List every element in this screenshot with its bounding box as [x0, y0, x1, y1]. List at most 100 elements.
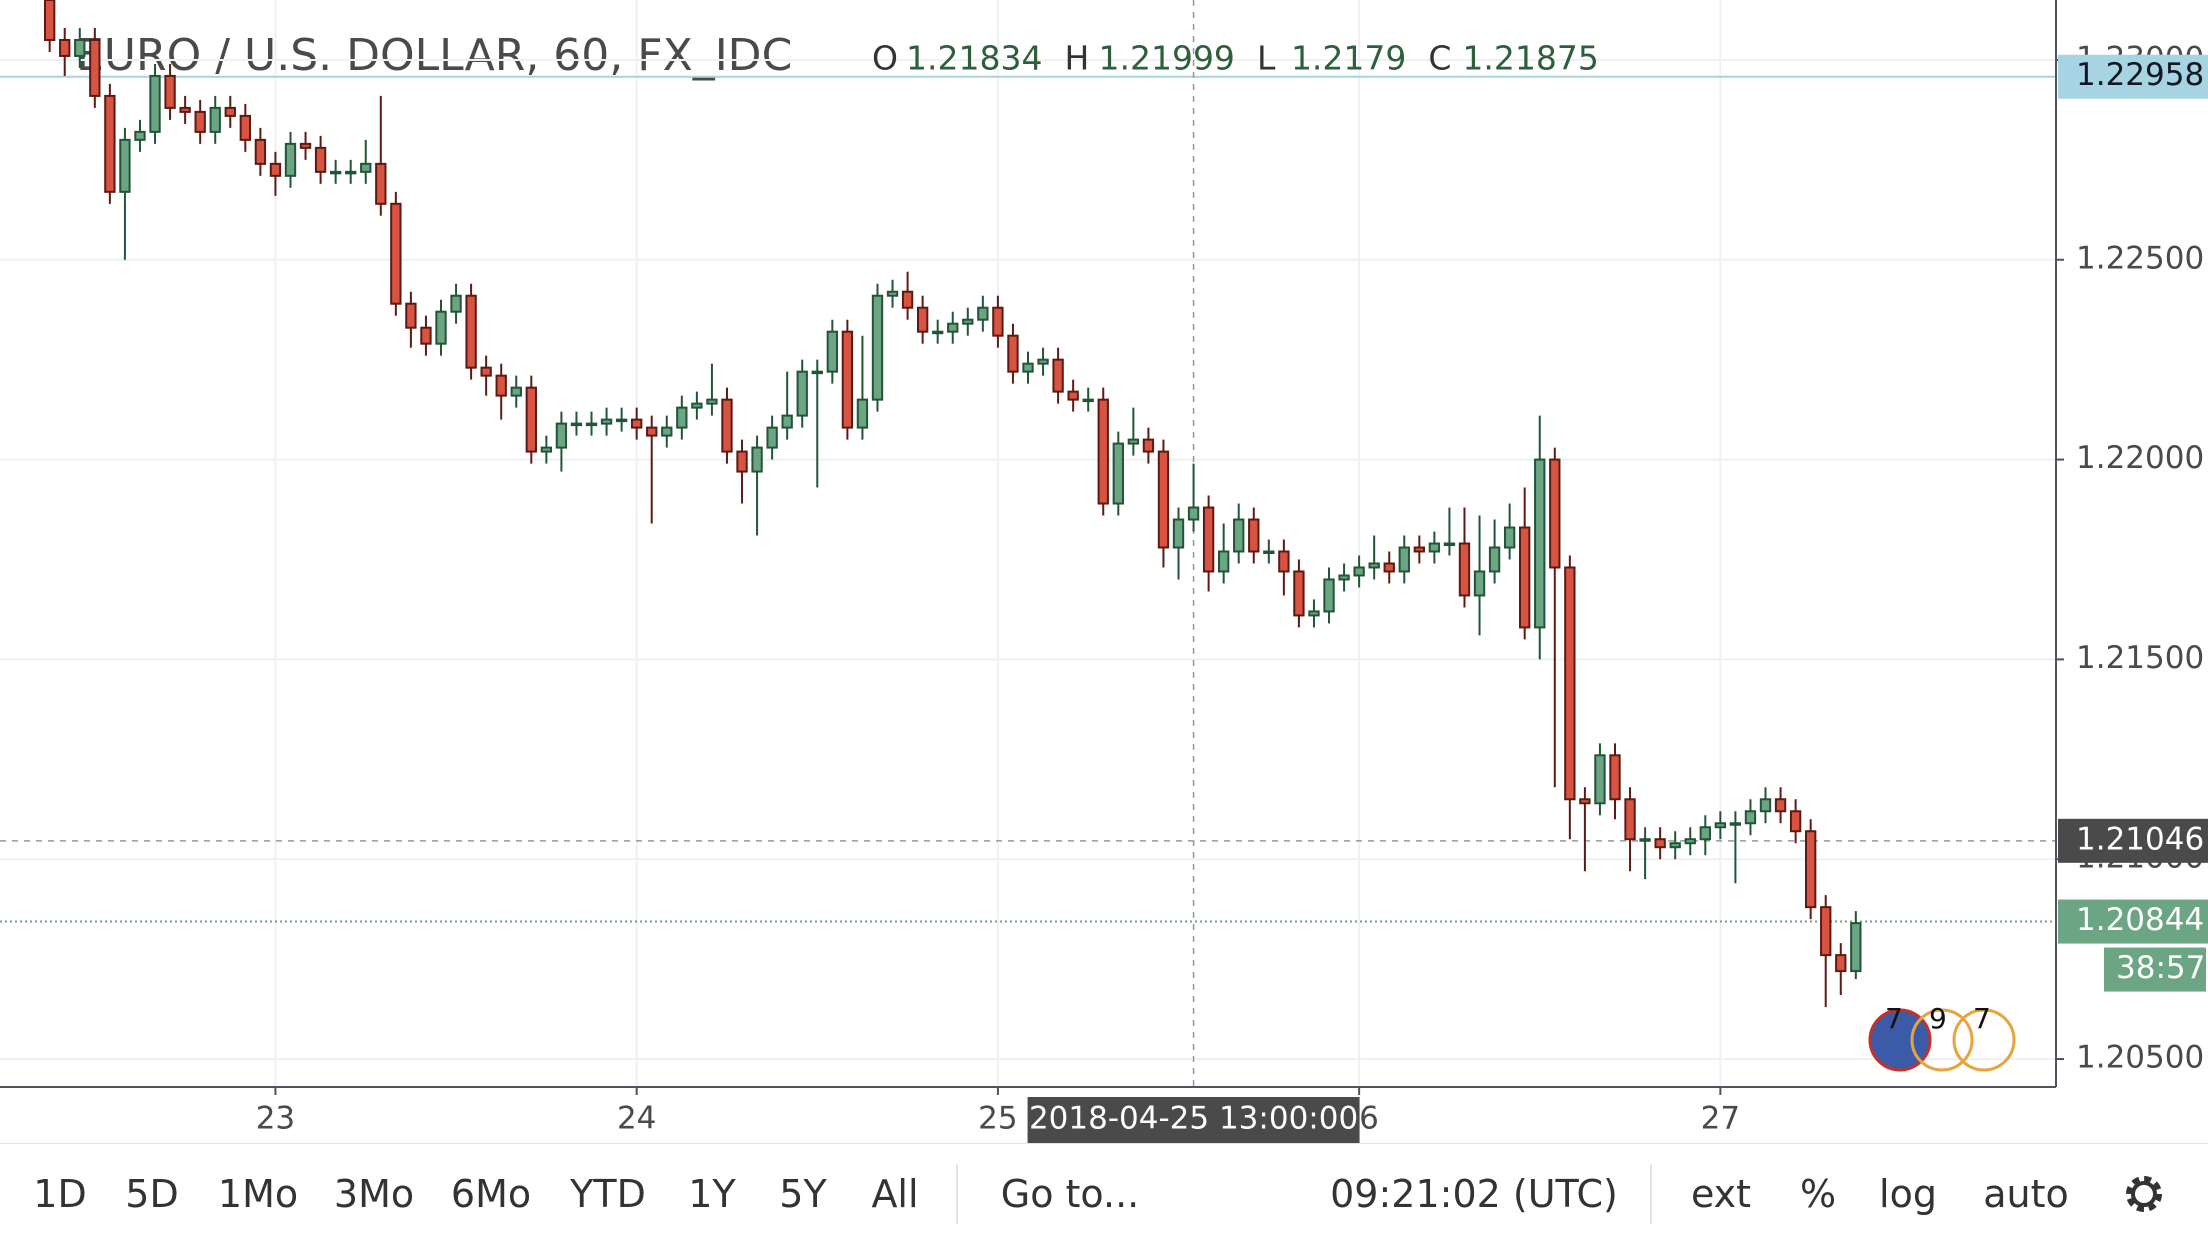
badge-digit: 7	[1973, 1002, 1991, 1035]
candle-body	[1639, 838, 1651, 842]
candle-body	[314, 146, 327, 173]
candle-body	[1172, 518, 1185, 549]
candle-body	[1052, 358, 1064, 393]
candle-body	[736, 450, 748, 473]
toolbar-button[interactable]: 1Mo	[217, 1172, 299, 1216]
candle-body	[1323, 578, 1335, 613]
candle-body	[420, 326, 432, 345]
candle-body	[1368, 562, 1380, 569]
candle-body	[209, 106, 221, 133]
candle-body	[1278, 550, 1290, 573]
candle-body	[1759, 798, 1772, 813]
toolbar-button[interactable]: 5D	[125, 1172, 179, 1216]
candle-body	[811, 370, 823, 375]
toolbar-button[interactable]: ext	[1690, 1172, 1752, 1216]
candle-body	[1503, 526, 1516, 549]
badge-digit: 7	[1885, 1002, 1903, 1035]
candle-body	[751, 446, 763, 473]
toolbar-button[interactable]: 1D	[33, 1172, 87, 1216]
ohlc-value: 1.21834	[906, 39, 1042, 78]
toolbar: Go to... 09:21:02 (UTC) 1D 5D 1Mo 3Mo 6Mo YTD…	[0, 1143, 2208, 1243]
y-tick-label: 1.21500	[2076, 640, 2204, 676]
ohlc-value: 1.21875	[1462, 39, 1598, 78]
ohlc-key: O	[872, 39, 898, 78]
candle-body	[766, 426, 778, 449]
candle-body	[89, 38, 101, 97]
toolbar-button[interactable]: 6Mo	[450, 1172, 532, 1216]
candle-body	[826, 330, 838, 373]
candle-body	[1473, 570, 1486, 597]
price-line-label-bg	[2058, 899, 2208, 944]
goto-button[interactable]: Go to...	[1000, 1172, 1140, 1216]
candle-body	[1669, 842, 1681, 849]
ohlc-key: H	[1064, 39, 1089, 78]
candle-body	[1067, 390, 1079, 401]
toolbar-button[interactable]: YTD	[570, 1172, 646, 1216]
candle-body	[1458, 542, 1471, 597]
candle-body	[977, 306, 989, 321]
candle-body	[841, 330, 854, 429]
candle-body	[555, 422, 568, 449]
settings-icon[interactable]	[2120, 1170, 2168, 1218]
badge-ring	[1952, 1008, 2016, 1072]
candle-body	[615, 418, 628, 423]
candle-body	[1654, 838, 1666, 849]
candle-body	[1804, 830, 1817, 909]
candle-body	[721, 398, 733, 453]
candle-body	[164, 74, 176, 109]
candle-body	[1127, 438, 1140, 445]
candle-body	[706, 398, 718, 405]
toolbar-button[interactable]: 5Y	[779, 1172, 827, 1216]
candle-body	[1850, 922, 1862, 973]
candle-body	[1112, 442, 1124, 505]
candle-body	[1534, 458, 1546, 629]
candle-body	[901, 290, 914, 309]
candle-body	[570, 422, 583, 427]
candle-body	[1202, 506, 1215, 573]
candle-body	[239, 114, 252, 141]
toolbar-button[interactable]: All	[871, 1172, 919, 1216]
candle-body	[59, 38, 71, 57]
candle-body	[1398, 546, 1410, 573]
price-line-label-bg	[2058, 54, 2208, 99]
candle-body	[435, 310, 447, 345]
candle-body	[1353, 566, 1365, 577]
crosshair-time-bg	[1027, 1097, 1360, 1143]
crosshair-price-label-bg	[2058, 818, 2208, 863]
candle-body	[1007, 334, 1019, 373]
candle-body	[1549, 458, 1561, 569]
toolbar-button[interactable]: %	[1799, 1172, 1837, 1216]
separator	[956, 1164, 958, 1224]
chart-title: EURO / U.S. DOLLAR, 60, FX_IDC	[76, 30, 792, 81]
candle-body	[284, 142, 297, 177]
candle-body	[1729, 822, 1742, 826]
toolbar-button[interactable]: 1Y	[688, 1172, 736, 1216]
candle-body	[1338, 574, 1350, 581]
toolbar-button[interactable]: 3Mo	[333, 1172, 415, 1216]
candle-body	[254, 138, 267, 165]
countdown: 38:57	[2116, 950, 2205, 986]
candle-body	[224, 106, 236, 117]
candle-body	[856, 398, 869, 429]
candle-body	[886, 290, 899, 297]
candle-body	[405, 302, 417, 329]
clock: 09:21:02 (UTC)	[1330, 1172, 1618, 1216]
candle-body	[480, 366, 492, 377]
candle-body	[345, 170, 357, 175]
badge-digit: 9	[1929, 1002, 1947, 1035]
candle-body	[194, 110, 206, 133]
candle-body	[676, 406, 688, 429]
candle-body	[1609, 754, 1621, 801]
candle-body	[1624, 798, 1636, 841]
ohlc-key: L	[1257, 39, 1276, 78]
toolbar-button[interactable]: log	[1879, 1172, 1937, 1216]
candle-body	[1263, 550, 1275, 554]
y-tick-label: 1.22500	[2076, 240, 2204, 276]
crosshair-time-label: 2018-04-25 13:00:00	[1029, 1101, 1358, 1137]
candle-body	[992, 306, 1004, 337]
toolbar-button[interactable]: auto	[1983, 1172, 2069, 1216]
candle-body	[916, 306, 929, 333]
ohlc-value: 1.21999	[1098, 39, 1234, 78]
candle-body	[1233, 518, 1245, 553]
candle-body	[465, 294, 477, 369]
